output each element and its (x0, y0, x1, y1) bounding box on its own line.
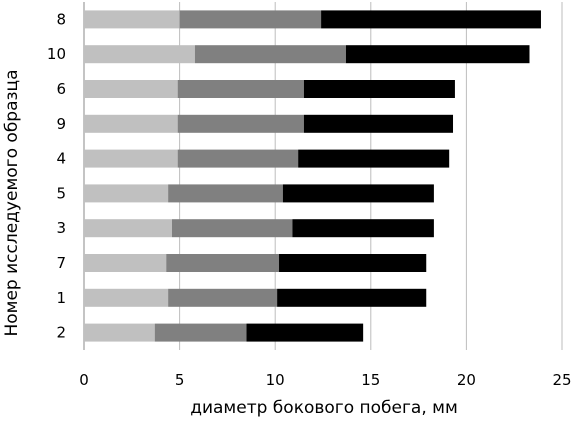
x-tick-label: 5 (175, 371, 185, 389)
bar-segment (84, 288, 169, 307)
bar-segment (177, 80, 304, 98)
bar-segment (279, 254, 427, 272)
bar-segment (84, 45, 195, 64)
bar-segment (177, 149, 299, 168)
bar-segment (168, 288, 278, 307)
bar-segment (277, 288, 427, 307)
bar-segment (168, 184, 283, 203)
bar-segment (84, 10, 180, 29)
x-tick-label: 15 (361, 371, 380, 389)
bar-segment (84, 323, 155, 342)
category-label: 4 (56, 150, 66, 168)
bar-segment (345, 45, 530, 64)
category-label: 7 (56, 254, 66, 272)
category-labels: 8 10 6 9 4 5 3 7 1 2 (47, 10, 66, 341)
category-label: 10 (47, 45, 66, 63)
bar-segment (166, 254, 280, 272)
bar-segment (154, 323, 247, 342)
category-label: 9 (56, 115, 66, 133)
x-axis-label: диаметр бокового побега, мм (190, 398, 458, 418)
bar-segment (194, 45, 346, 64)
bar-segment (171, 219, 293, 238)
bar-segment (84, 219, 172, 238)
x-tick-labels: 0 5 10 15 20 25 (79, 371, 571, 389)
y-axis-label: Номер исследуемого образца (2, 69, 22, 336)
bar-segment (84, 254, 167, 272)
bar-segment (303, 80, 455, 98)
bar-segment (282, 184, 434, 203)
category-label: 2 (56, 324, 66, 342)
bar-segment (84, 184, 169, 203)
bar-segment (84, 149, 178, 168)
bar-segment (84, 114, 178, 133)
bar-segment (292, 219, 434, 238)
bar-segment (246, 323, 364, 342)
category-label: 3 (56, 219, 66, 237)
bar-segment (321, 10, 541, 29)
category-label: 1 (56, 289, 66, 307)
bar-segment (177, 114, 304, 133)
bar-segment (179, 10, 322, 29)
category-label: 8 (56, 10, 66, 28)
x-tick-label: 20 (457, 371, 476, 389)
bar-segment (84, 80, 178, 98)
x-tick-label: 10 (266, 371, 285, 389)
x-tick-label: 0 (79, 371, 89, 389)
x-tick-label: 25 (552, 371, 571, 389)
bar-segment (298, 149, 450, 168)
category-label: 5 (56, 184, 66, 202)
category-label: 6 (56, 80, 66, 98)
bar-segment (303, 114, 454, 133)
bars (84, 10, 541, 342)
